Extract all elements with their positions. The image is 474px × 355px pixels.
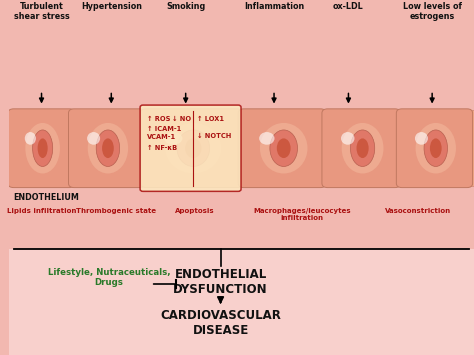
Ellipse shape bbox=[270, 130, 298, 166]
Bar bbox=[9, 248, 474, 355]
Text: Thrombogenic state: Thrombogenic state bbox=[76, 208, 156, 214]
Text: Turbulent
shear stress: Turbulent shear stress bbox=[14, 2, 69, 21]
Text: Macrophages/leucocytes
infiltration: Macrophages/leucocytes infiltration bbox=[253, 208, 351, 221]
FancyBboxPatch shape bbox=[238, 109, 326, 187]
FancyBboxPatch shape bbox=[69, 109, 145, 187]
Text: ↑ LOX1: ↑ LOX1 bbox=[197, 116, 224, 122]
Ellipse shape bbox=[259, 132, 274, 145]
Ellipse shape bbox=[164, 132, 182, 145]
Ellipse shape bbox=[341, 132, 355, 145]
Ellipse shape bbox=[342, 123, 383, 174]
Text: ↓ NOTCH: ↓ NOTCH bbox=[197, 133, 231, 139]
Text: Inflammation: Inflammation bbox=[244, 2, 304, 11]
Text: ↓ NO: ↓ NO bbox=[172, 116, 191, 122]
Text: ↑ NF-κB: ↑ NF-κB bbox=[146, 145, 177, 151]
FancyBboxPatch shape bbox=[141, 109, 242, 187]
FancyBboxPatch shape bbox=[322, 109, 401, 187]
Text: ENDOTHELIUM: ENDOTHELIUM bbox=[14, 193, 80, 202]
Text: VCAM-1: VCAM-1 bbox=[146, 134, 176, 140]
Ellipse shape bbox=[102, 138, 114, 158]
Ellipse shape bbox=[350, 130, 375, 166]
FancyBboxPatch shape bbox=[140, 105, 241, 191]
Ellipse shape bbox=[177, 130, 210, 166]
Text: Vasoconstriction: Vasoconstriction bbox=[385, 208, 451, 214]
Text: ↑ ICAM-1: ↑ ICAM-1 bbox=[146, 126, 181, 132]
Ellipse shape bbox=[25, 123, 60, 174]
Ellipse shape bbox=[96, 130, 119, 166]
Text: Lipids infiltration: Lipids infiltration bbox=[7, 208, 76, 214]
Ellipse shape bbox=[260, 123, 308, 174]
Bar bbox=[9, 0, 474, 248]
Ellipse shape bbox=[416, 123, 456, 174]
Ellipse shape bbox=[33, 130, 53, 166]
Ellipse shape bbox=[415, 132, 428, 145]
Ellipse shape bbox=[37, 138, 48, 158]
Ellipse shape bbox=[430, 138, 442, 158]
Ellipse shape bbox=[25, 132, 36, 145]
Ellipse shape bbox=[356, 138, 369, 158]
Text: CARDIOVASCULAR
DISEASE: CARDIOVASCULAR DISEASE bbox=[160, 309, 281, 337]
Ellipse shape bbox=[424, 130, 447, 166]
Ellipse shape bbox=[88, 123, 128, 174]
Text: ENDOTHELIAL
DYSFUNCTION: ENDOTHELIAL DYSFUNCTION bbox=[173, 268, 268, 296]
Bar bbox=[9, 110, 474, 186]
Text: Hypertension: Hypertension bbox=[81, 2, 142, 11]
Text: Apoptosis: Apoptosis bbox=[175, 208, 215, 214]
Ellipse shape bbox=[185, 138, 201, 158]
Text: Smoking: Smoking bbox=[166, 2, 205, 11]
Ellipse shape bbox=[277, 138, 291, 158]
FancyBboxPatch shape bbox=[396, 109, 473, 187]
Text: Lifestyle, Nutraceuticals,
Drugs: Lifestyle, Nutraceuticals, Drugs bbox=[48, 268, 170, 288]
Text: Low levels of
estrogens: Low levels of estrogens bbox=[402, 2, 462, 21]
Ellipse shape bbox=[165, 123, 221, 174]
Ellipse shape bbox=[87, 132, 100, 145]
Text: ox-LDL: ox-LDL bbox=[333, 2, 364, 11]
FancyBboxPatch shape bbox=[8, 109, 75, 187]
Text: ↑ ROS: ↑ ROS bbox=[146, 116, 170, 122]
